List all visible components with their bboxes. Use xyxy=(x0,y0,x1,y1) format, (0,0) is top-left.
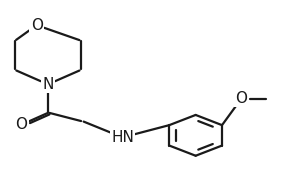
Text: O: O xyxy=(235,91,247,106)
Text: O: O xyxy=(31,18,43,33)
Text: O: O xyxy=(15,117,28,132)
Text: N: N xyxy=(42,77,54,92)
Text: HN: HN xyxy=(111,130,134,145)
